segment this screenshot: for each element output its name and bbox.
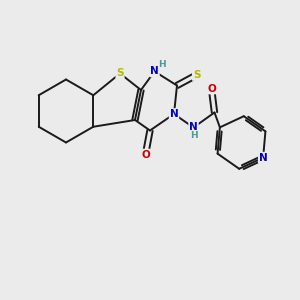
Text: N: N: [150, 66, 159, 76]
Text: O: O: [141, 149, 150, 160]
Text: H: H: [158, 60, 166, 69]
Text: N: N: [189, 122, 198, 133]
Text: N: N: [169, 109, 178, 119]
Text: S: S: [116, 68, 124, 79]
Text: H: H: [190, 131, 197, 140]
Text: S: S: [193, 70, 200, 80]
Text: O: O: [207, 83, 216, 94]
Text: N: N: [259, 153, 268, 163]
